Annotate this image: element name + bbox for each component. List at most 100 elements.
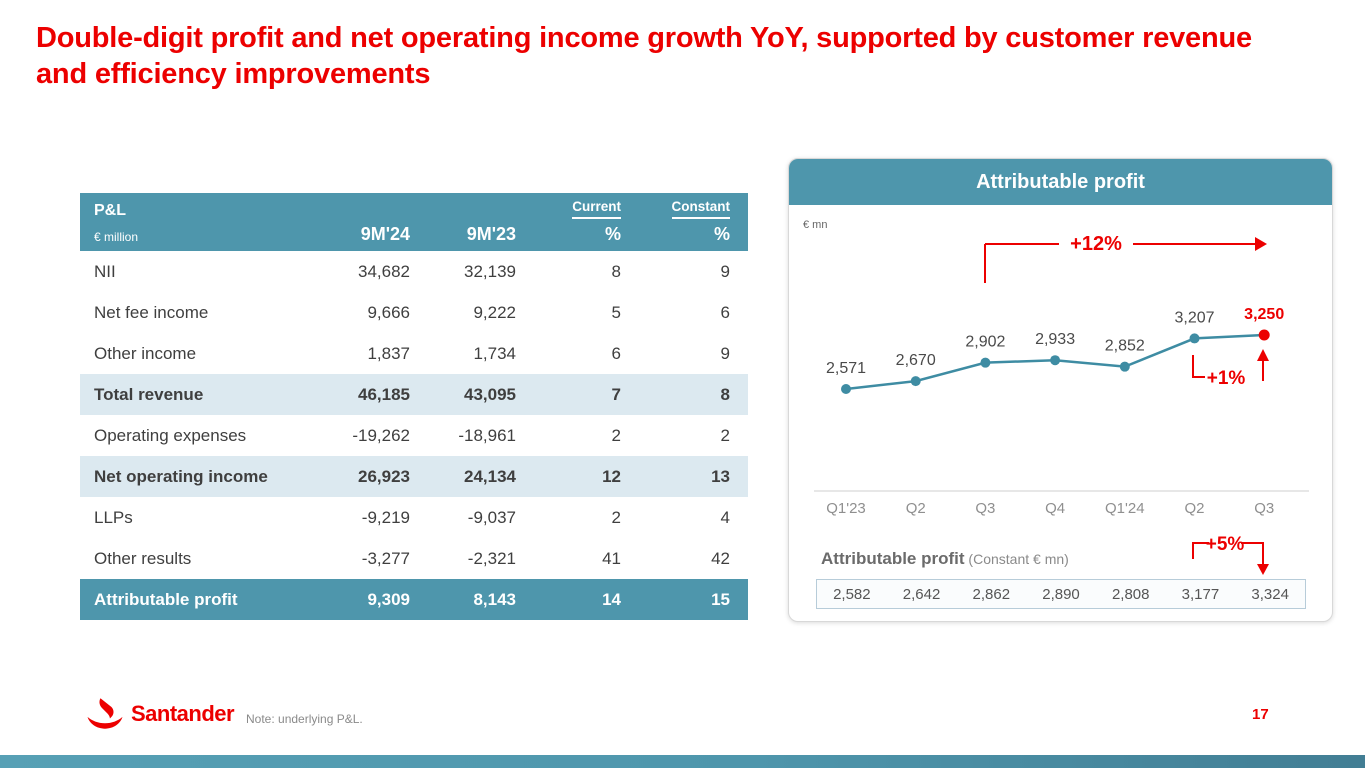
x-axis-tick-label: Q1'23 bbox=[826, 500, 866, 517]
yoy-label-backing bbox=[1059, 229, 1133, 257]
pnl-row-current-pct: 5 bbox=[611, 302, 621, 322]
col-current-label: Current bbox=[572, 199, 621, 219]
x-axis-tick-label: Q2 bbox=[1184, 500, 1204, 517]
yoy-growth-label: +12% bbox=[1070, 233, 1122, 255]
pnl-row-9m24: 34,682 bbox=[358, 261, 410, 281]
constant-value-cell: 2,642 bbox=[902, 585, 941, 603]
pnl-row-9m23: 32,139 bbox=[464, 261, 516, 281]
pnl-row-9m23: 9,222 bbox=[473, 302, 516, 322]
pnl-row-constant-pct: 8 bbox=[720, 384, 730, 404]
x-axis-tick-label: Q2 bbox=[906, 500, 926, 517]
col-constant-label: Constant bbox=[671, 199, 730, 219]
pnl-row-9m23: 8,143 bbox=[473, 589, 516, 609]
pnl-row-constant-pct: 13 bbox=[711, 466, 730, 486]
pnl-row-9m24: -19,262 bbox=[352, 425, 410, 445]
constant-value-cell: 2,862 bbox=[972, 585, 1011, 603]
pnl-row: Operating expenses -19,262 -18,961 2 2 bbox=[80, 415, 748, 456]
pnl-row-constant-pct: 15 bbox=[711, 589, 730, 609]
x-axis-tick-label: Q4 bbox=[1045, 500, 1065, 517]
constant-value-cell: 2,890 bbox=[1042, 585, 1080, 603]
pnl-row-9m23: -18,961 bbox=[458, 425, 516, 445]
pnl-row-9m23: -9,037 bbox=[467, 507, 516, 527]
pnl-row-9m23: -2,321 bbox=[467, 548, 516, 568]
pnl-row-9m24: 26,923 bbox=[358, 466, 410, 486]
pnl-title: P&L bbox=[94, 202, 126, 219]
pnl-row: Other income 1,837 1,734 6 9 bbox=[80, 333, 748, 374]
pnl-row-constant-pct: 42 bbox=[711, 548, 730, 568]
data-point bbox=[841, 384, 851, 394]
pnl-row-9m24: -3,277 bbox=[361, 548, 410, 568]
pnl-row-label: Other results bbox=[94, 548, 192, 568]
pnl-table-body: NII 34,682 32,139 8 9 Net fee income 9,666 9,22… bbox=[80, 251, 748, 620]
constant-value-cell: 2,808 bbox=[1111, 585, 1150, 603]
data-point-label: 2,670 bbox=[896, 352, 936, 369]
pnl-row-current-pct: 8 bbox=[611, 261, 621, 281]
series-line bbox=[845, 333, 1265, 391]
pnl-row-9m23: 1,734 bbox=[473, 343, 516, 363]
page-number: 17 bbox=[1252, 706, 1269, 723]
data-point-label: 2,852 bbox=[1105, 338, 1145, 355]
pnl-row-9m23: 24,134 bbox=[464, 466, 516, 486]
qoq-growth-label: +1% bbox=[1207, 368, 1246, 389]
constant-values-row: 2,582 2,642 2,862 2,890 2,808 3,177 3,324 bbox=[816, 579, 1306, 609]
current-header-group: Current bbox=[516, 198, 621, 221]
constant-growth-label: +5% bbox=[1206, 534, 1245, 555]
col-9m23-label: 9M'23 bbox=[466, 224, 516, 244]
pnl-row-label: Operating expenses bbox=[94, 425, 247, 445]
pnl-row-constant-pct: 9 bbox=[720, 343, 730, 363]
pnl-row-current-pct: 7 bbox=[611, 384, 621, 404]
pnl-row-label: Net operating income bbox=[94, 466, 268, 486]
data-point bbox=[1119, 361, 1130, 372]
pnl-row: Other results -3,277 -2,321 41 42 bbox=[80, 538, 748, 579]
col-current-pct: % bbox=[604, 224, 621, 244]
pnl-row-label: Net fee income bbox=[94, 302, 209, 322]
data-point bbox=[910, 376, 921, 387]
attributable-profit-card: Attributable profit € mn Q1'23 Q2 Q3 Q4 Q1'2… bbox=[788, 158, 1333, 622]
data-point bbox=[1189, 333, 1200, 344]
pnl-row-constant-pct: 9 bbox=[720, 261, 730, 281]
pnl-row-label: NII bbox=[94, 261, 116, 281]
slide-title: Double-digit profit and net operating in… bbox=[36, 22, 1252, 90]
pnl-row-9m24: -9,219 bbox=[361, 507, 410, 527]
pnl-row-label: Total revenue bbox=[94, 384, 204, 404]
x-axis-tick-label: Q3 bbox=[1254, 500, 1274, 517]
pnl-row-current-pct: 6 bbox=[611, 343, 621, 363]
pnl-row-label: LLPs bbox=[94, 507, 133, 527]
pnl-row: Attributable profit 9,309 8,143 14 15 bbox=[80, 579, 748, 620]
yoy-arrow-right-icon bbox=[1255, 237, 1267, 251]
pnl-unit-label: € million bbox=[94, 230, 139, 244]
data-point-label: 3,250 bbox=[1244, 306, 1284, 323]
constant-value-cell: 2,582 bbox=[833, 585, 871, 603]
constant-series-title: Attributable profit bbox=[821, 549, 965, 568]
constant-series-label: Attributable profit (Constant € mn) bbox=[821, 549, 1069, 569]
santander-flame-icon bbox=[87, 698, 123, 729]
pnl-row-current-pct: 2 bbox=[611, 425, 621, 445]
pnl-row-9m24: 46,185 bbox=[358, 384, 410, 404]
pnl-row-label: Attributable profit bbox=[94, 589, 238, 609]
pnl-table: P&L Current Constant € million 9M'24 9M'… bbox=[80, 193, 748, 620]
constant-value-cell: 3,177 bbox=[1181, 585, 1220, 603]
pnl-row-9m24: 9,666 bbox=[367, 302, 410, 322]
pnl-row: NII 34,682 32,139 8 9 bbox=[80, 251, 748, 292]
col-constant-pct: % bbox=[713, 224, 730, 244]
pnl-row-9m23: 43,095 bbox=[464, 384, 516, 404]
x-axis-tick-label: Q1'24 bbox=[1105, 500, 1145, 517]
pnl-row-9m24: 9,309 bbox=[367, 589, 410, 609]
data-point-label: 2,933 bbox=[1035, 331, 1075, 348]
qoq-bracket bbox=[1192, 355, 1205, 378]
pnl-row-constant-pct: 6 bbox=[720, 302, 730, 322]
constant-arrow-down-icon bbox=[1257, 564, 1269, 575]
pnl-row-label: Other income bbox=[94, 343, 197, 363]
x-axis-tick-label: Q3 bbox=[975, 500, 995, 517]
pnl-row: Net fee income 9,666 9,222 5 6 bbox=[80, 292, 748, 333]
chart-title: Attributable profit bbox=[789, 159, 1332, 205]
data-point bbox=[1050, 355, 1061, 366]
footnote: Note: underlying P&L. bbox=[246, 712, 363, 726]
qoq-arrow-up-icon bbox=[1257, 349, 1269, 361]
pnl-row: Total revenue 46,185 43,095 7 8 bbox=[80, 374, 748, 415]
pnl-row: Net operating income 26,923 24,134 12 13 bbox=[80, 456, 748, 497]
constant-series-sublabel: (Constant € mn) bbox=[964, 551, 1069, 567]
data-point-label: 2,571 bbox=[826, 360, 866, 377]
data-point bbox=[980, 357, 991, 368]
data-point-label: 3,207 bbox=[1174, 309, 1214, 326]
